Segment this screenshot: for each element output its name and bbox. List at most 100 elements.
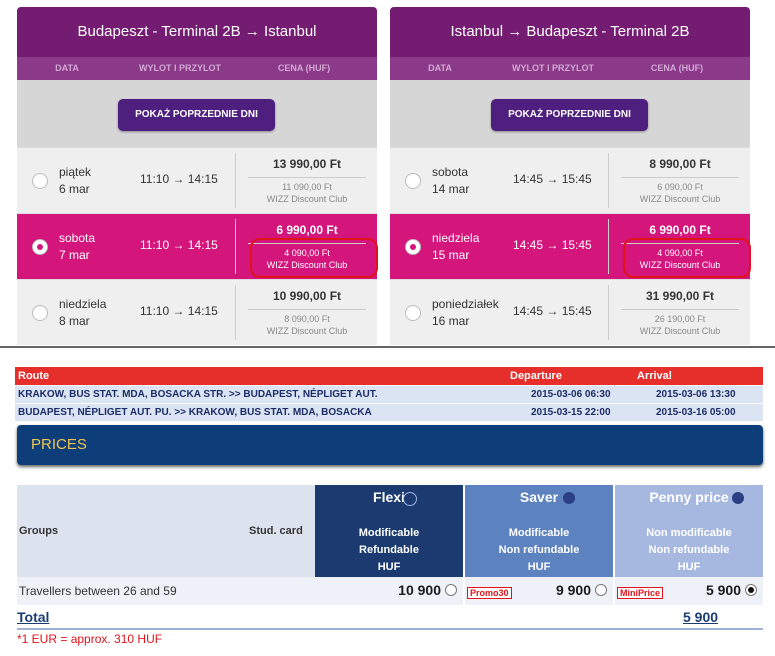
flight-row[interactable]: sobota 14 mar 14:45 → 15:45 8 990,00 Ft 6 09… xyxy=(390,147,750,213)
fare-radio[interactable] xyxy=(445,584,457,596)
price: 31 990,00 Ft xyxy=(645,289,715,303)
divider xyxy=(621,309,739,310)
fare-name: Flexi xyxy=(373,489,405,505)
highlight-ring xyxy=(250,238,378,278)
fare-feature: HUF xyxy=(527,561,551,573)
total-value: 5 900 xyxy=(683,609,719,625)
fare-cell: MiniPrice 5 900 xyxy=(615,577,763,605)
column-label: DATA xyxy=(428,63,452,73)
fare-name: Saver xyxy=(519,489,559,505)
groups-header: Groups Stud. card xyxy=(17,485,315,577)
radio[interactable] xyxy=(32,305,48,321)
divider xyxy=(621,177,739,178)
fare-feature: HUF xyxy=(377,561,401,573)
fare-header: Penny price Non modificable Non refundable… xyxy=(615,485,763,577)
day: piątek xyxy=(59,165,92,179)
price-cell: 10 990,00 Ft 8 090,00 Ft WIZZ Discount Clu… xyxy=(235,285,377,340)
flight-row[interactable]: piątek 6 mar 11:10 → 14:15 13 990,00 Ft 11 0… xyxy=(17,147,377,213)
fare-cell: Promo30 9 900 xyxy=(465,577,613,605)
radio[interactable] xyxy=(405,305,421,321)
route-row: BUDAPEST, NÉPLIGET AUT. PU. >> KRAKOW, B… xyxy=(15,404,763,421)
route-header: Route Departure Arrival xyxy=(15,367,763,385)
club-price: 6 090,00 Ft xyxy=(657,182,703,192)
date: 7 mar xyxy=(59,248,90,262)
fare-radio[interactable] xyxy=(595,584,607,596)
club-label: WIZZ Discount Club xyxy=(639,194,721,204)
day: niedziela xyxy=(59,297,107,311)
column-label: CENA (HUF) xyxy=(650,63,704,73)
divider xyxy=(621,243,739,244)
club-label: WIZZ Discount Club xyxy=(266,326,348,336)
route-col: Arrival xyxy=(637,370,672,382)
fare-cell: 10 900 xyxy=(315,577,463,605)
route-cell: KRAKOW, BUS STAT. MDA, BOSACKA STR. >> B… xyxy=(18,389,378,400)
day: niedziela xyxy=(432,231,480,245)
day: poniedziałek xyxy=(432,297,499,311)
flight-panel: Budapeszt - Terminal 2B → Istanbul DATA WY… xyxy=(17,7,377,345)
time: 14:45 → 15:45 xyxy=(513,172,592,186)
price-cell: 6 990,00 Ft 4 090,00 Ft WIZZ Discount Club xyxy=(608,219,750,274)
prices-bar: PRICES xyxy=(17,425,763,465)
time: 11:10 → 14:15 xyxy=(140,238,218,252)
footnote: *1 EUR = approx. 310 HUF xyxy=(17,632,163,646)
fare-name: Penny price xyxy=(649,489,729,505)
flight-row[interactable]: poniedziałek 16 mar 14:45 → 15:45 31 990,00… xyxy=(390,279,750,345)
flight-row[interactable]: sobota 7 mar 11:10 → 14:15 6 990,00 Ft 4 090… xyxy=(17,213,377,279)
fare-radio[interactable] xyxy=(745,584,757,596)
fare-price: 10 900 xyxy=(398,582,441,598)
show-previous-button[interactable]: POKAŻ POPRZEDNIE DNI xyxy=(118,99,275,131)
club-label: WIZZ Discount Club xyxy=(639,326,721,336)
day: sobota xyxy=(59,231,96,245)
fare-feature: HUF xyxy=(677,561,701,573)
panel-title: Istanbul → Budapeszt - Terminal 2B xyxy=(390,7,750,57)
traveller-label: Travellers between 26 and 59 xyxy=(19,584,177,598)
time: 14:45 → 15:45 xyxy=(513,304,592,318)
price-cell: 8 990,00 Ft 6 090,00 Ft WIZZ Discount Club xyxy=(608,153,750,208)
route-cell: 2015-03-06 06:30 xyxy=(531,389,611,400)
price: 6 990,00 Ft xyxy=(649,223,711,237)
club-price: 4 090,00 Ft xyxy=(657,248,703,258)
price: 13 990,00 Ft xyxy=(272,157,342,171)
radio[interactable] xyxy=(32,173,48,189)
date: 8 mar xyxy=(59,314,90,328)
fare-feature: Non refundable xyxy=(648,544,730,556)
radio[interactable] xyxy=(405,239,421,255)
fare-price: 5 900 xyxy=(705,582,741,598)
route-cell: BUDAPEST, NÉPLIGET AUT. PU. >> KRAKOW, B… xyxy=(18,407,372,418)
divider xyxy=(248,309,366,310)
highlight-ring xyxy=(623,238,751,278)
flight-row[interactable]: niedziela 8 mar 11:10 → 14:15 10 990,00 Ft 8… xyxy=(17,279,377,345)
divider xyxy=(248,243,366,244)
show-previous-button[interactable]: POKAŻ POPRZEDNIE DNI xyxy=(491,99,648,131)
divider xyxy=(248,177,366,178)
groups-label: Groups xyxy=(19,525,59,537)
flight-row[interactable]: niedziela 15 mar 14:45 → 15:45 6 990,00 Ft 4… xyxy=(390,213,750,279)
info-icon[interactable] xyxy=(403,492,417,506)
column-label: WYLOT I PRZYLOT xyxy=(512,63,594,73)
prices-title: PRICES xyxy=(31,436,87,453)
club-label: WIZZ Discount Club xyxy=(266,260,348,270)
club-price: 26 190,00 Ft xyxy=(654,314,706,324)
radio[interactable] xyxy=(405,173,421,189)
route-col: Departure xyxy=(510,370,562,382)
info-icon[interactable] xyxy=(732,492,744,504)
date: 14 mar xyxy=(432,182,470,196)
panel-header: DATA WYLOT I PRZYLOT CENA (HUF) xyxy=(390,57,750,80)
price-cell: 31 990,00 Ft 26 190,00 Ft WIZZ Discount Cl… xyxy=(608,285,750,340)
route-cell: 2015-03-16 05:00 xyxy=(656,407,736,418)
day: sobota xyxy=(432,165,469,179)
price: 6 990,00 Ft xyxy=(276,223,338,237)
route-row: KRAKOW, BUS STAT. MDA, BOSACKA STR. >> B… xyxy=(15,386,763,403)
radio[interactable] xyxy=(32,239,48,255)
info-icon[interactable] xyxy=(563,492,575,504)
column-label: CENA (HUF) xyxy=(277,63,331,73)
price: 10 990,00 Ft xyxy=(272,289,342,303)
time: 11:10 → 14:15 xyxy=(140,304,218,318)
fare-feature: Refundable xyxy=(359,544,419,556)
total-row: Total 5 900 xyxy=(17,606,763,630)
club-price: 11 090,00 Ft xyxy=(282,182,332,192)
time: 14:45 → 15:45 xyxy=(513,238,592,252)
price-cell: 6 990,00 Ft 4 090,00 Ft WIZZ Discount Club xyxy=(235,219,377,274)
club-price: 4 090,00 Ft xyxy=(284,248,330,258)
club-price: 8 090,00 Ft xyxy=(284,314,330,324)
